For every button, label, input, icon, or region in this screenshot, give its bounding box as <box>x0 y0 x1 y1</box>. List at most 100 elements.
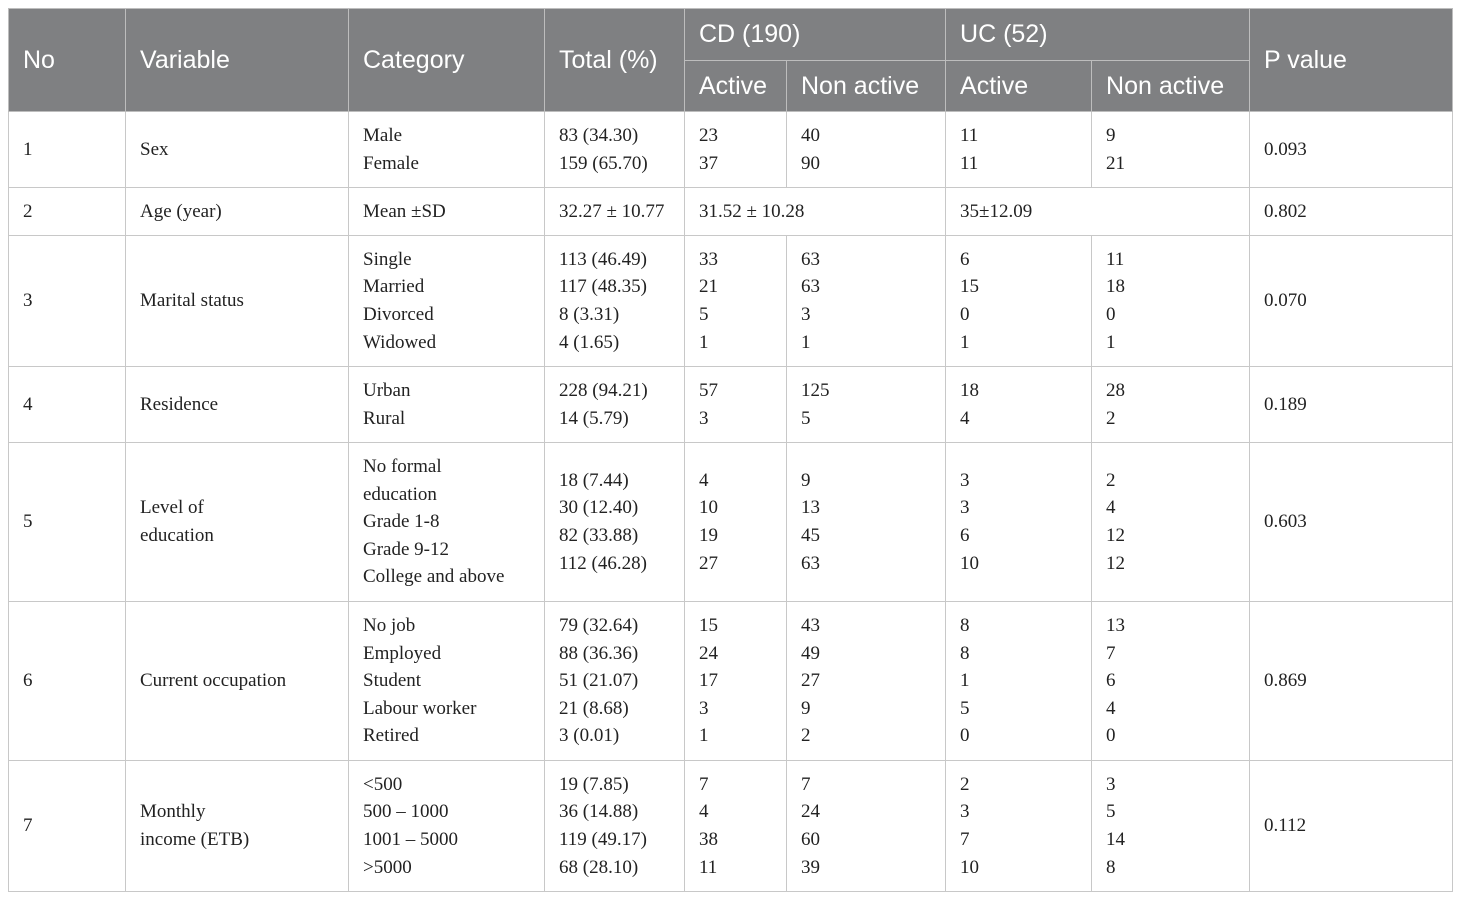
cell-line: 5 <box>801 407 811 429</box>
cell-no: 6 <box>8 601 126 761</box>
cell-line: 9 <box>1106 124 1116 146</box>
cell-line: 8 <box>1106 856 1116 878</box>
cell-uc-nonactive: 9 21 <box>1091 111 1251 188</box>
cell-line: Widowed <box>363 331 437 353</box>
cell-cd-nonactive: 43 49 27 9 2 <box>785 601 947 761</box>
cell-uc-nonactive: 3 5 14 8 <box>1091 760 1251 892</box>
cell-line: 2 <box>801 725 811 747</box>
cell-line: 15 <box>960 276 980 298</box>
cell-line: <500 <box>363 773 403 795</box>
cell-line: 228 (94.21) <box>559 379 648 401</box>
cell-line: 49 <box>801 642 820 664</box>
cell-line: >5000 <box>363 856 412 878</box>
cell-total: 79 (32.64) 88 (36.36) 51 (21.07) 21 (8.68) 3… <box>544 601 685 761</box>
cell-category-lines: Urban Rural <box>363 377 544 432</box>
cell-line: 63 <box>801 552 820 574</box>
cell-no: 2 <box>8 187 126 236</box>
cell-line: education <box>363 483 437 505</box>
cell-cd-active: 4 10 19 27 <box>684 442 787 602</box>
cell-line: Urban <box>363 379 411 401</box>
cell-line: 38 <box>699 829 718 850</box>
cell-line: Student <box>363 670 422 692</box>
cell-no: 1 <box>8 111 126 188</box>
cell-line: 18 (7.44) <box>559 469 629 491</box>
cell-category-lines: Mean ±SD <box>363 198 544 226</box>
table-row: 1 Sex Male Female 83 (34.30) 159 (65.70) 23 37 4… <box>8 111 1454 188</box>
cell-line: 43 <box>801 615 820 637</box>
cell-line: 2 <box>960 773 970 795</box>
cell-no: 5 <box>8 442 126 602</box>
cell-line: 11 <box>699 856 718 878</box>
cell-line: 21 (8.68) <box>559 697 629 719</box>
cell-line: 51 (21.07) <box>559 670 639 692</box>
cell-line: 7 <box>960 829 970 850</box>
cell-line: 68 (28.10) <box>559 856 639 878</box>
cell-line: 24 <box>801 801 820 823</box>
cell-line: 4 <box>1106 697 1116 719</box>
cell-cd-nonactive-lines: 43 49 27 9 2 <box>801 612 945 750</box>
cell-cd-active: 57 3 <box>684 366 787 443</box>
cell-line: Residence <box>140 393 219 415</box>
cell-cd-active-lines: 23 37 <box>699 122 786 177</box>
cell-line: 21 <box>1106 152 1126 174</box>
cell-line: 3 <box>1106 773 1116 795</box>
cell-line: 4 <box>699 801 709 823</box>
cell-line: 32.27 ± 10.77 <box>559 200 665 222</box>
cell-line: Current occupation <box>140 670 287 692</box>
table-row: 7 Monthly income (ETB) <500 500 – 1000 1001 –… <box>8 760 1454 892</box>
cell-cd-active-lines: 7 4 38 11 <box>699 771 786 881</box>
cell-variable-lines: Marital status <box>140 287 348 315</box>
cell-line: Level of <box>140 497 204 519</box>
cell-uc-active-lines: 6 15 0 1 <box>960 246 1091 356</box>
cell-variable: Sex <box>125 111 349 188</box>
cell-line: 4 (1.65) <box>559 331 620 353</box>
cell-line: 27 <box>801 670 820 692</box>
cell-cd-nonactive: 9 13 45 63 <box>785 442 947 602</box>
table-body: 1 Sex Male Female 83 (34.30) 159 (65.70) 23 37 4… <box>8 111 1454 892</box>
cell-line: 3 <box>960 801 970 823</box>
header-uc-active: Active <box>945 60 1093 112</box>
cell-uc-active: 8 8 1 5 0 <box>945 601 1093 761</box>
cell-line: 90 <box>801 152 820 174</box>
cell-uc-active-lines: 18 4 <box>960 377 1091 432</box>
cell-line: 0 <box>1106 725 1116 747</box>
cell-total-lines: 18 (7.44) 30 (12.40) 82 (33.88) 112 (46.28) <box>559 467 684 577</box>
cell-line: 119 (49.17) <box>559 829 647 850</box>
cell-uc-merged: 35±12.09 <box>945 187 1251 236</box>
cell-line: 11 <box>960 152 979 174</box>
cell-line: 63 <box>801 276 820 298</box>
cell-no: 7 <box>8 760 126 892</box>
cell-uc-active-lines: 3 3 6 10 <box>960 467 1091 577</box>
cell-total-lines: 83 (34.30) 159 (65.70) <box>559 122 684 177</box>
cell-line: 500 – 1000 <box>363 801 449 823</box>
cell-uc-nonactive: 13 7 6 4 0 <box>1091 601 1251 761</box>
cell-cd-nonactive-lines: 9 13 45 63 <box>801 467 945 577</box>
cell-line: 113 (46.49) <box>559 248 647 270</box>
cell-line: 0 <box>960 304 970 325</box>
cell-line: 57 <box>699 379 718 401</box>
header-total: Total (%) <box>544 8 685 112</box>
cell-line: Divorced <box>363 304 434 325</box>
cell-no: 3 <box>8 235 126 367</box>
cell-uc-active-lines: 2 3 7 10 <box>960 771 1091 881</box>
cell-line: 5 <box>1106 801 1116 823</box>
cell-uc-active: 18 4 <box>945 366 1093 443</box>
cell-cd-nonactive-lines: 125 5 <box>801 377 945 432</box>
cell-total: 113 (46.49) 117 (48.35) 8 (3.31) 4 (1.65) <box>544 235 685 367</box>
cell-line: 24 <box>699 642 718 664</box>
cell-line: Age (year) <box>140 200 222 222</box>
header-cd-active: Active <box>684 60 787 112</box>
cell-line: 83 (34.30) <box>559 124 639 146</box>
cell-line: 12 <box>1106 552 1126 574</box>
table-row: 6 Current occupation No job Employed Student… <box>8 601 1454 761</box>
cell-line: 112 (46.28) <box>559 552 647 574</box>
cell-category: Male Female <box>348 111 545 188</box>
cell-line: 30 (12.40) <box>559 497 639 519</box>
cell-line: 9 <box>801 697 811 719</box>
cell-line: 7 <box>1106 642 1116 664</box>
cell-variable: Current occupation <box>125 601 349 761</box>
cell-total-lines: 228 (94.21) 14 (5.79) <box>559 377 684 432</box>
cell-line: 27 <box>699 552 718 574</box>
cell-uc-active: 6 15 0 1 <box>945 235 1093 367</box>
cell-line: 6 <box>960 525 970 546</box>
